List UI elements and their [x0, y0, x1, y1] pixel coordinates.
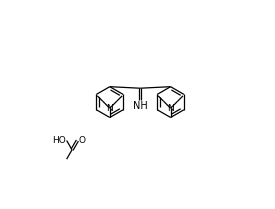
Text: O: O: [79, 136, 86, 145]
Text: N: N: [167, 104, 174, 113]
Text: HO: HO: [52, 136, 66, 145]
Text: N: N: [106, 104, 113, 113]
Text: NH: NH: [133, 101, 148, 111]
